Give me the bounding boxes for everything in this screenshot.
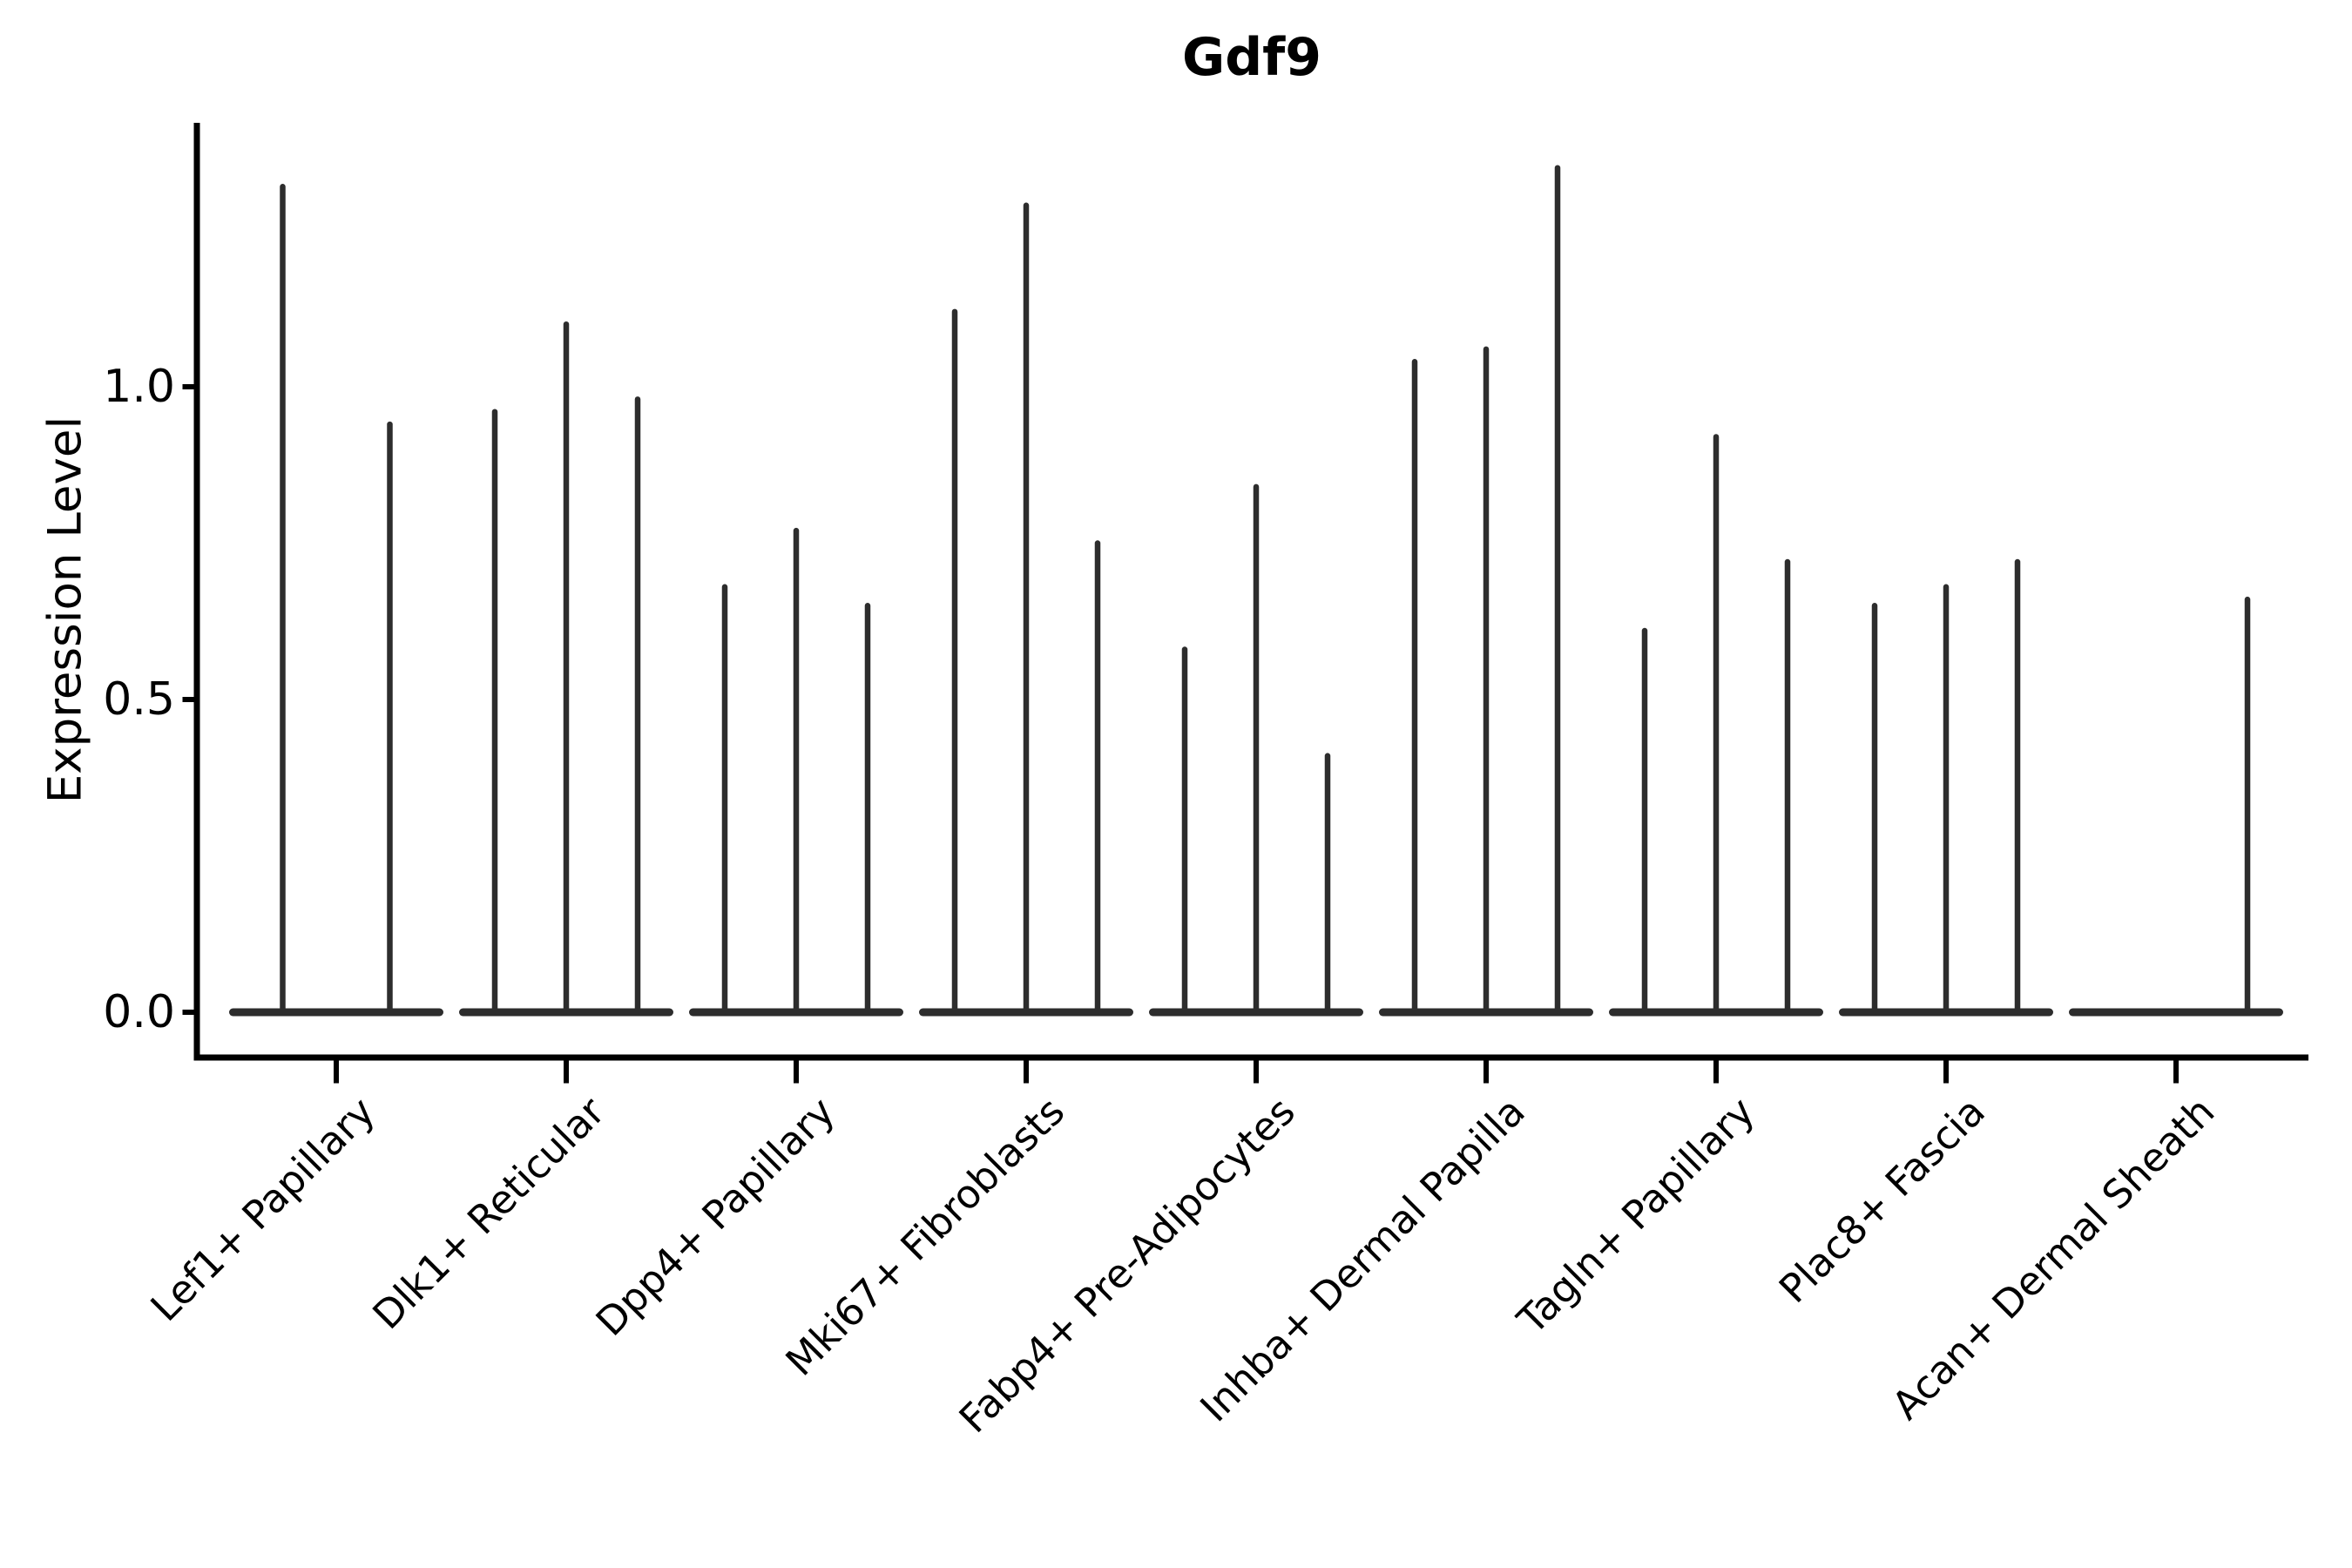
chart-title: Gdf9: [1181, 27, 1322, 88]
violin-base: [229, 1008, 443, 1017]
y-tick-label-1.0: 1.0: [103, 361, 175, 413]
y-tick-label-0.0: 0.0: [103, 986, 175, 1038]
y-axis-label: Expression Level: [38, 416, 92, 804]
violin-base: [2069, 1008, 2283, 1017]
y-tick-label-0.5: 0.5: [103, 673, 175, 726]
